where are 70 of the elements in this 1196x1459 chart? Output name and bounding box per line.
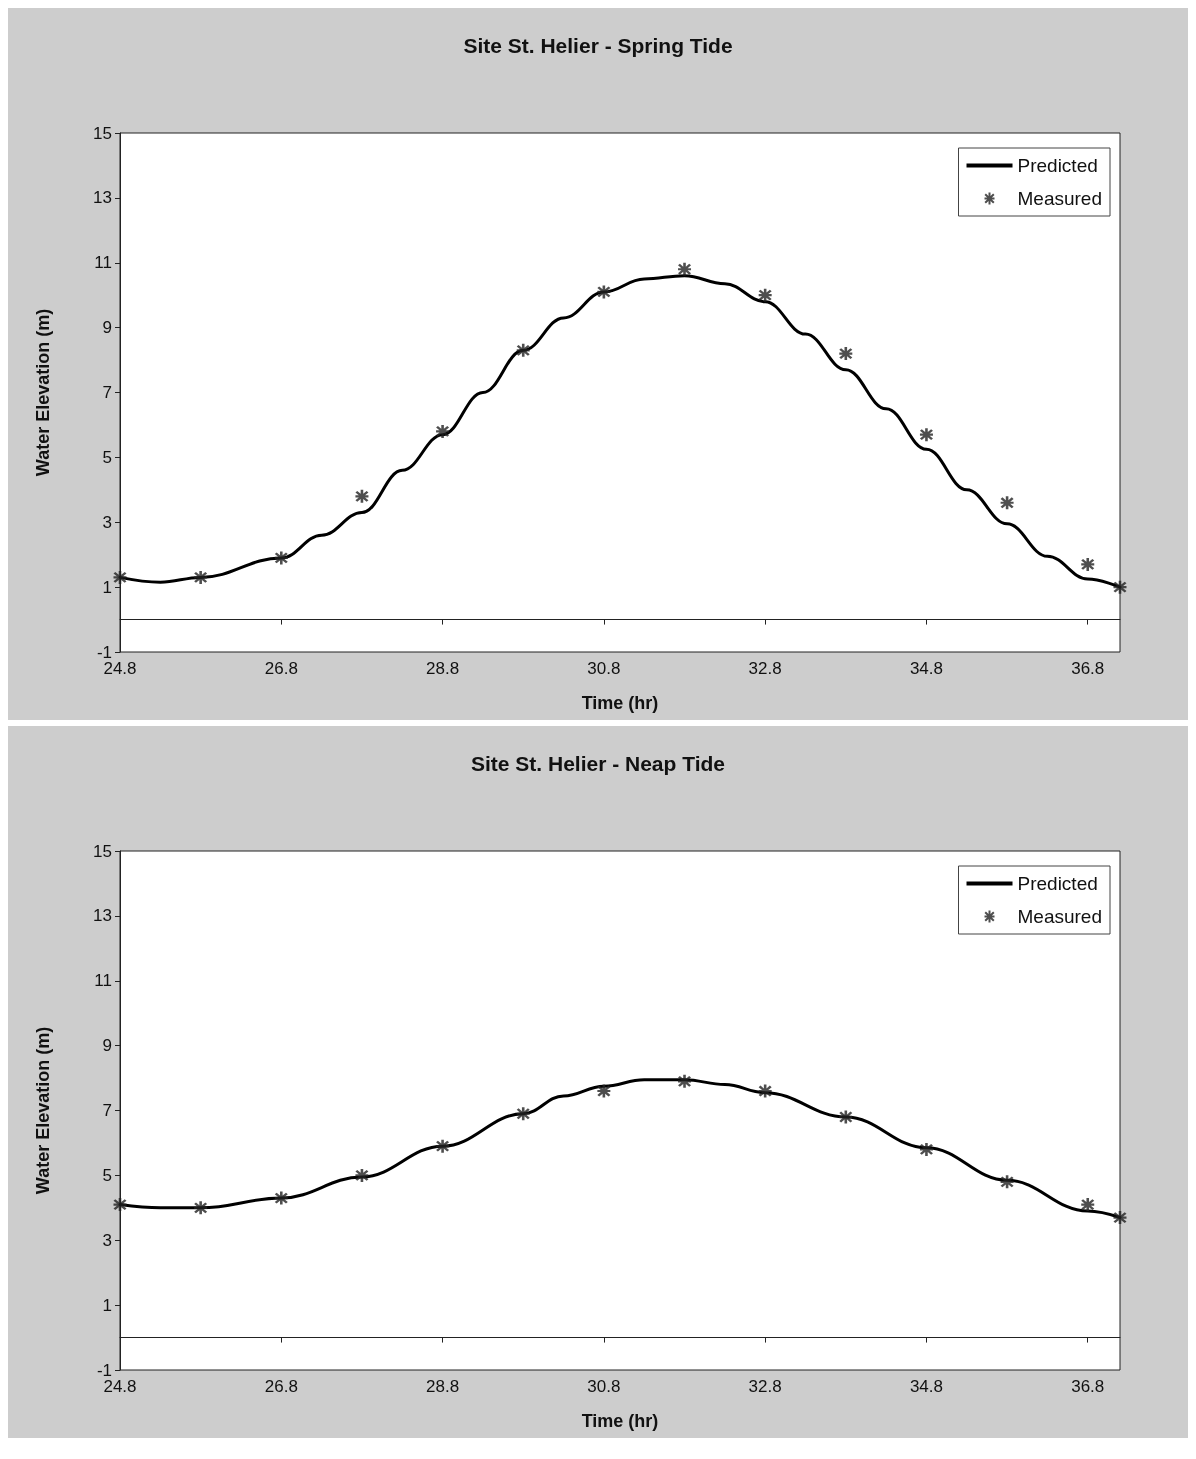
point	[194, 1201, 208, 1215]
y-tick-label: 1	[102, 577, 112, 597]
x-tick-label: 30.8	[587, 1377, 621, 1396]
y-axis-title: Water Elevation (m)	[33, 1026, 53, 1195]
y-tick-label: 15	[93, 841, 112, 861]
point	[678, 262, 692, 276]
y-tick-label: 3	[102, 512, 112, 532]
point	[274, 551, 288, 565]
legend-label: Predicted	[1017, 155, 1098, 176]
y-tick-label: 5	[102, 447, 112, 467]
point	[274, 1191, 288, 1205]
point	[758, 288, 772, 302]
x-axis-title: Time (hr)	[581, 693, 659, 713]
x-tick-label: 32.8	[748, 1377, 782, 1396]
point	[919, 1142, 933, 1156]
x-tick-label: 34.8	[909, 1377, 943, 1396]
point	[436, 424, 450, 438]
legend-label: Measured	[1017, 188, 1103, 209]
y-tick-label: 9	[102, 1036, 112, 1056]
x-tick-label: 24.8	[103, 1377, 137, 1396]
chart-title: Site St. Helier - Neap Tide	[470, 752, 726, 775]
y-tick-label: 9	[102, 318, 112, 338]
y-tick-label: 1	[102, 1295, 112, 1315]
point	[919, 428, 933, 442]
x-tick-label: 34.8	[909, 659, 943, 678]
x-tick-label: 32.8	[748, 659, 782, 678]
point	[1081, 1198, 1095, 1212]
point	[1113, 580, 1127, 594]
point	[1113, 1211, 1127, 1225]
y-tick-label: 3	[102, 1230, 112, 1250]
point	[113, 570, 127, 584]
y-tick-label: 15	[93, 123, 112, 143]
y-tick-label: -1	[96, 642, 112, 662]
legend-label: Measured	[1017, 906, 1103, 927]
legend-label: Predicted	[1017, 873, 1098, 894]
x-tick-label: 30.8	[587, 659, 621, 678]
point	[516, 343, 530, 357]
x-tick-label: 36.8	[1071, 1377, 1105, 1396]
point	[113, 1198, 127, 1212]
x-tick-label: 28.8	[426, 1377, 460, 1396]
point	[597, 1084, 611, 1098]
chart-title: Site St. Helier - Spring Tide	[463, 34, 733, 57]
point	[1000, 496, 1014, 510]
point	[355, 1168, 369, 1182]
point	[758, 1084, 772, 1098]
y-tick-label: 13	[93, 906, 112, 926]
x-axis-title: Time (hr)	[581, 1411, 659, 1431]
point	[355, 489, 369, 503]
point	[597, 285, 611, 299]
point	[839, 347, 853, 361]
y-axis-title: Water Elevation (m)	[33, 308, 53, 477]
y-tick-label: 13	[93, 188, 112, 208]
point	[678, 1074, 692, 1088]
x-tick-label: 26.8	[264, 659, 298, 678]
point	[839, 1110, 853, 1124]
y-tick-label: -1	[96, 1360, 112, 1380]
point	[516, 1107, 530, 1121]
x-tick-label: 36.8	[1071, 659, 1105, 678]
y-tick-label: 7	[102, 1101, 112, 1120]
x-tick-label: 26.8	[264, 1377, 298, 1396]
point	[194, 570, 208, 584]
y-tick-label: 11	[94, 971, 112, 991]
y-tick-label: 7	[102, 383, 112, 402]
point	[1000, 1175, 1014, 1189]
point	[436, 1139, 450, 1153]
x-tick-label: 24.8	[103, 659, 137, 678]
point	[1081, 557, 1095, 571]
y-tick-label: 5	[102, 1165, 112, 1185]
x-tick-label: 28.8	[426, 659, 460, 678]
y-tick-label: 11	[94, 253, 112, 273]
